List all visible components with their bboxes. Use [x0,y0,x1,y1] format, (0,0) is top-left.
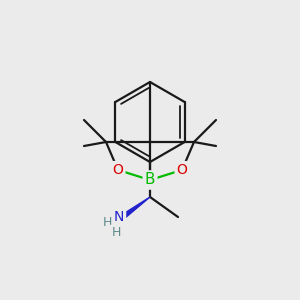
Text: N: N [114,210,124,224]
Text: O: O [112,163,123,177]
Text: H: H [111,226,121,239]
Polygon shape [118,197,150,221]
Text: B: B [145,172,155,188]
Text: H: H [102,217,112,230]
Text: O: O [177,163,188,177]
